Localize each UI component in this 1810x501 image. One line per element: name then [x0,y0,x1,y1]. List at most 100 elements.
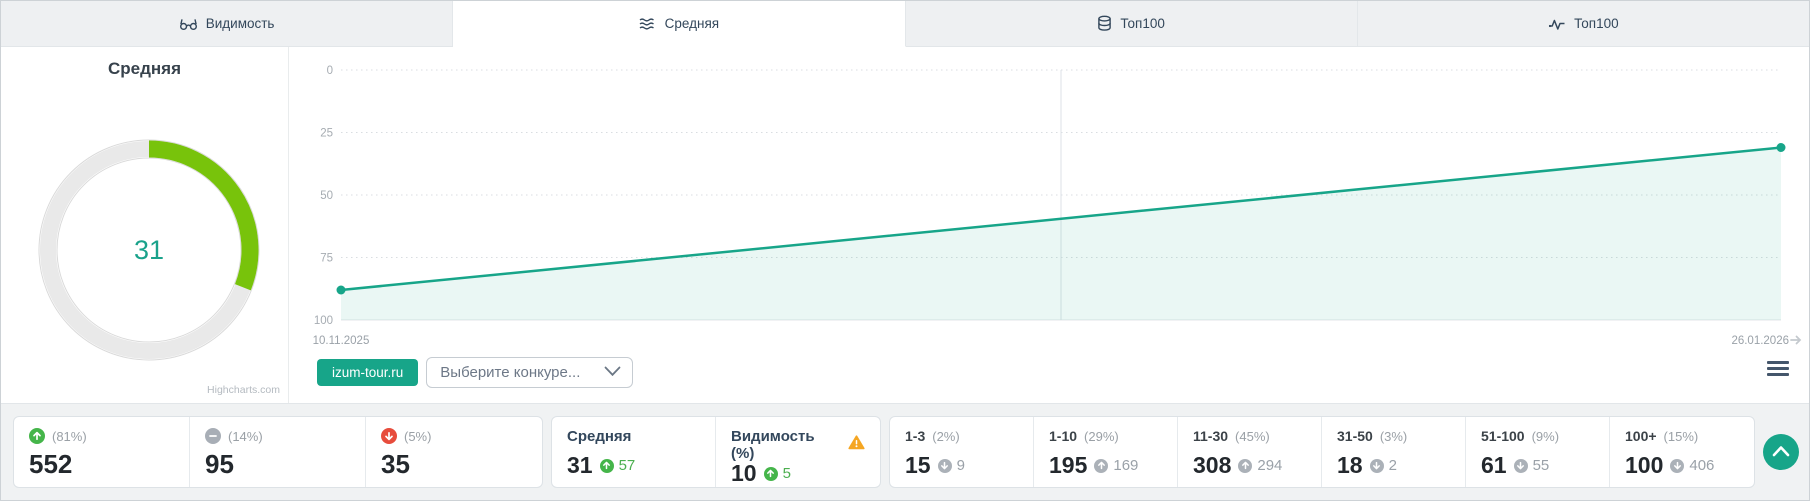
summary-percent: (81%) [52,428,87,444]
data-point-marker [336,285,346,295]
summary-percent: (14%) [228,428,263,444]
range-delta-value: 294 [1257,457,1283,474]
chart-context-menu-button[interactable] [1767,361,1789,376]
metric-label: Видимость (%) [731,428,815,462]
site-button[interactable]: izum-tour.ru [317,359,419,386]
arrow-up-circle-icon [1094,458,1109,473]
range-label: 1-10 [1049,428,1078,444]
metric-delta: 57 [599,457,636,474]
range-label: 100+ [1625,428,1657,444]
range-delta: 169 [1094,457,1138,474]
metric-delta-value: 57 [618,457,636,474]
metric-card-group: Средняя 31 57 Видимость (%) [551,416,881,488]
y-tick-label: 25 [320,128,333,140]
tab-label: Топ100 [1120,16,1165,31]
range-card: 100+ (15%) 100 406 [1610,417,1754,487]
tab-average[interactable]: Средняя [453,1,906,47]
metric-delta-value: 5 [782,465,791,482]
range-percent: (29%) [1084,428,1119,444]
arrow-up-circle-icon [29,428,45,444]
layers-icon [1097,15,1112,32]
range-card: 31-50 (3%) 18 2 [1322,417,1466,487]
range-delta: 294 [1238,457,1282,474]
average-position-gauge: 31 [38,139,260,361]
summary-card-up: (81%) 552 [14,417,190,487]
arrow-up-circle-icon [1238,458,1253,473]
range-value: 100 [1625,452,1664,478]
series-area [341,147,1781,320]
tab-top100-dynamics[interactable]: Топ100 [1358,1,1809,46]
range-percent: (3%) [1379,428,1408,444]
competitor-select-placeholder: Выберите конкуре... [440,364,581,381]
metric-value: 31 [567,452,593,478]
range-percent: (45%) [1235,428,1270,444]
arrow-down-circle-icon [1369,458,1384,473]
gauge-panel: Средняя 31 Highcharts.com [1,47,289,403]
range-percent: (2%) [932,428,960,444]
metric-card-visibility: Видимость (%) 10 [716,417,880,487]
arrow-down-circle-icon [381,428,397,444]
y-tick-label: 75 [320,253,333,265]
hamburger-icon [1767,361,1789,376]
range-value: 308 [1193,452,1232,478]
tab-top100-positions[interactable]: Топ100 [906,1,1358,46]
gauge-value: 31 [133,234,165,265]
range-card: 11-30 (45%) 308 294 [1178,417,1322,487]
range-value: 18 [1337,452,1363,478]
range-label: 11-30 [1193,428,1229,444]
stats-bar: (81%) 552 (14%) 95 (5%) [1,403,1809,500]
x-end-label: 26.01.2026 [1731,335,1789,347]
range-delta-value: 406 [1689,457,1715,474]
minus-circle-icon [205,428,221,444]
range-delta-value: 9 [956,457,965,474]
competitor-select[interactable]: Выберите конкуре... [426,357,634,388]
metric-card-average: Средняя 31 57 [552,417,716,487]
range-card: 51-100 (9%) 61 55 [1466,417,1610,487]
range-delta-value: 55 [1532,457,1550,474]
range-card-group: 1-3 (2%) 15 9 1-10 (29%) 195 [889,416,1755,488]
tab-label: Топ100 [1574,16,1619,31]
summary-card-group: (81%) 552 (14%) 95 (5%) [13,416,543,488]
summary-card-same: (14%) 95 [190,417,366,487]
tab-label: Видимость [205,16,275,31]
summary-card-down: (5%) 35 [366,417,542,487]
data-point-marker [1776,143,1786,152]
summary-value: 552 [29,449,73,479]
range-value: 195 [1049,452,1088,478]
gauge-title: Средняя [107,59,181,78]
range-delta: 9 [937,457,965,474]
range-delta: 406 [1670,457,1714,474]
chevron-down-icon [604,364,621,381]
chart-controls: izum-tour.ru Выберите конкуре... [317,357,634,388]
arrow-up-circle-icon [763,466,778,481]
tab-bar: Видимость Средняя Топ100 [1,1,1809,47]
y-tick-label: 0 [327,65,333,77]
range-label: 1-3 [905,428,926,444]
range-value: 61 [1481,452,1507,478]
arrow-down-circle-icon [1513,458,1528,473]
gauge-arc [148,140,259,291]
summary-value: 95 [205,449,234,479]
range-delta: 55 [1513,457,1550,474]
metric-label: Средняя [567,428,632,445]
summary-percent: (5%) [404,428,432,444]
range-label: 51-100 [1481,428,1525,444]
highcharts-credit-link[interactable]: Highcharts.com [207,384,280,396]
metric-delta: 5 [763,465,791,482]
summary-value: 35 [381,449,410,479]
range-delta-value: 2 [1388,457,1397,474]
series-line [339,146,1783,292]
tab-label: Средняя [664,16,720,31]
arrow-down-circle-icon [937,458,952,473]
range-card: 1-3 (2%) 15 9 [890,417,1034,487]
arrow-down-circle-icon [1670,458,1685,473]
scroll-to-top-button[interactable] [1763,434,1799,470]
tab-visibility[interactable]: Видимость [1,1,454,46]
x-start-label: 10.11.2025 [313,335,370,347]
range-delta-value: 169 [1113,457,1139,474]
average-position-trend-chart: 0 25 50 75 100 10.11.2025 26.01.2026 [313,65,1802,347]
metric-value: 10 [731,460,757,486]
gauge-chart [38,139,260,361]
range-delta: 2 [1369,457,1397,474]
